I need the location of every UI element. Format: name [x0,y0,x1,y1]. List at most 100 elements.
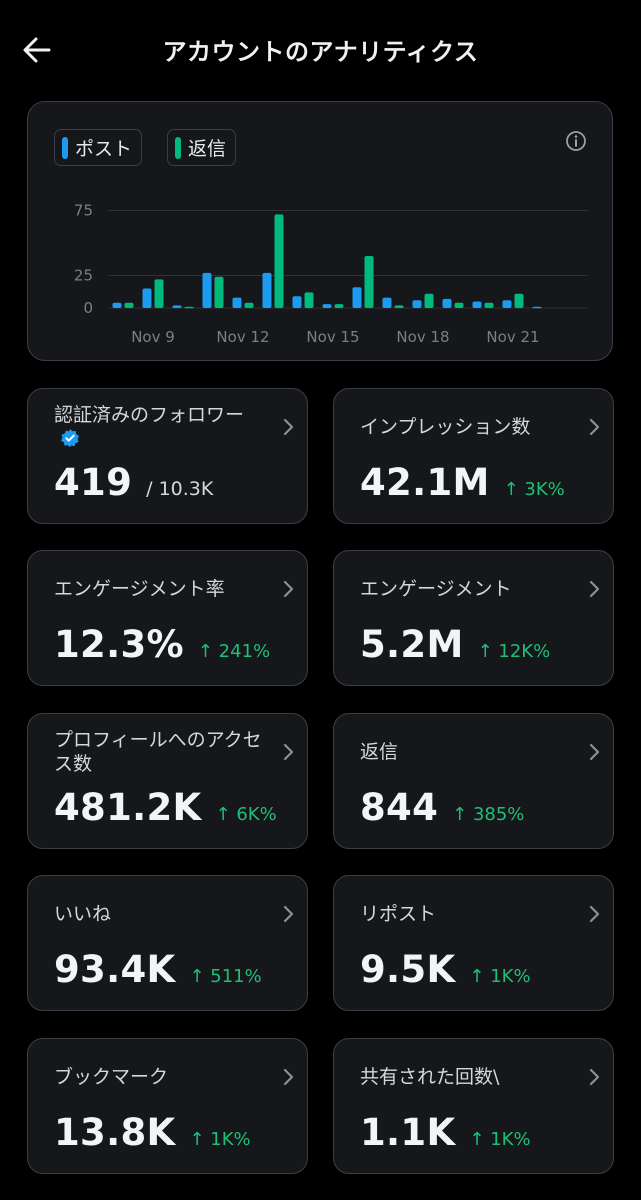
chevron-right-icon [283,743,294,761]
metric-value: 12.3% [54,623,184,666]
bar-posts[interactable] [142,288,152,309]
bar-posts[interactable] [292,296,302,308]
replies-swatch [175,136,181,159]
bar-posts[interactable] [262,272,272,308]
back-button[interactable] [18,30,58,70]
metric-label-text: 返信 [360,741,399,763]
metric-label-text: エンゲージメント [360,578,512,600]
bar-posts[interactable] [382,297,392,308]
metric-label: 認証済みのフォロワー [54,403,264,451]
bar-posts[interactable] [352,287,362,308]
metric-card[interactable]: リポスト 9.5K ↑ 1K% [333,875,614,1011]
page-title: アカウントのアナリティクス [162,38,479,66]
metric-label-text: インプレッション数 [360,416,531,438]
activity-chart-card: ポスト 返信 0 25 75 Nov 9 Nov 12 Nov 15 Nov 18 Nov 2… [27,101,613,361]
metric-value-row: 12.3% ↑ 241% [54,623,270,666]
bar-posts[interactable] [202,272,212,308]
metric-value-row: 93.4K ↑ 511% [54,948,262,991]
metric-value-row: 42.1M ↑ 3K% [360,461,565,504]
metric-delta: ↑ 1K% [189,1129,251,1150]
bar-replies[interactable] [304,292,314,308]
bar-posts[interactable] [322,304,332,308]
chevron-right-icon [283,1068,294,1086]
chevron-right-icon [589,743,600,761]
bar-replies[interactable] [394,305,404,308]
metric-value-row: 844 ↑ 385% [360,786,524,829]
chevron-right-icon [589,1068,600,1086]
metric-label: インプレッション数 [360,415,570,439]
bar-replies[interactable] [154,279,164,308]
metric-label: 返信 [360,740,570,764]
metric-value-row: 5.2M ↑ 12K% [360,623,550,666]
metric-label: プロフィールへのアクセス数 [54,728,264,776]
metric-delta: ↑ 12K% [477,641,551,662]
metric-value: 419 [54,461,133,504]
bar-replies[interactable] [364,256,374,308]
posts-swatch [62,136,68,159]
metric-value: 481.2K [54,786,202,829]
metric-value-row: 1.1K ↑ 1K% [360,1111,531,1154]
info-icon[interactable] [565,130,587,152]
metric-value-row: 419 / 10.3K [54,461,213,504]
y-tick-label: 25 [74,267,93,285]
metric-label: リポスト [360,902,570,926]
bar-replies[interactable] [184,306,194,309]
metric-value: 5.2M [360,623,464,666]
bar-replies[interactable] [334,304,344,308]
bar-posts[interactable] [172,305,182,308]
bar-posts[interactable] [502,300,512,308]
bar-chart: 0 25 75 Nov 9 Nov 12 Nov 15 Nov 18 Nov 21 [74,202,588,346]
metric-card[interactable]: いいね 93.4K ↑ 511% [27,875,308,1011]
metric-label-text: ブックマーク [54,1066,169,1088]
metric-card[interactable]: インプレッション数 42.1M ↑ 3K% [333,388,614,524]
metric-card[interactable]: エンゲージメント 5.2M ↑ 12K% [333,550,614,686]
metric-card[interactable]: 返信 844 ↑ 385% [333,713,614,849]
bar-posts[interactable] [472,301,482,309]
metric-delta: ↑ 6K% [215,804,277,825]
metric-value: 9.5K [360,948,456,991]
metric-value: 844 [360,786,439,829]
chevron-right-icon [589,418,600,436]
metric-value: 42.1M [360,461,490,504]
bar-replies[interactable] [244,302,254,308]
metric-label: ブックマーク [54,1065,264,1089]
chevron-right-icon [283,580,294,598]
chevron-right-icon [283,905,294,923]
metric-card[interactable]: 共有された回数\ 1.1K ↑ 1K% [333,1038,614,1174]
metric-value: 13.8K [54,1111,176,1154]
back-arrow-icon [23,37,51,63]
metric-value: 1.1K [360,1111,456,1154]
bar-posts[interactable] [442,298,452,308]
x-tick-label: Nov 18 [396,328,449,346]
metric-value-row: 13.8K ↑ 1K% [54,1111,251,1154]
metric-card[interactable]: プロフィールへのアクセス数 481.2K ↑ 6K% [27,713,308,849]
metric-delta: ↑ 511% [189,966,262,987]
top-bar: アカウントのアナリティクス [0,0,641,100]
y-tick-label: 0 [83,299,93,317]
bar-replies[interactable] [424,293,434,308]
x-tick-label: Nov 9 [131,328,175,346]
metric-card[interactable]: エンゲージメント率 12.3% ↑ 241% [27,550,308,686]
legend-replies[interactable]: 返信 [167,129,237,166]
bar-posts[interactable] [412,300,422,308]
verified-badge-icon [61,429,79,447]
bar-replies[interactable] [124,302,134,308]
bar-posts[interactable] [532,306,542,309]
metric-card[interactable]: 認証済みのフォロワー 419 / 10.3K [27,388,308,524]
legend-posts[interactable]: ポスト [54,129,143,166]
metric-delta: ↑ 1K% [469,966,531,987]
bar-replies[interactable] [214,276,224,308]
metric-delta: ↑ 241% [197,641,271,662]
metric-label: 共有された回数\ [360,1065,570,1089]
bar-posts[interactable] [112,302,122,308]
bar-replies[interactable] [274,214,284,308]
metric-card[interactable]: ブックマーク 13.8K ↑ 1K% [27,1038,308,1174]
x-tick-label: Nov 15 [306,328,359,346]
bar-replies[interactable] [514,293,524,308]
bar-posts[interactable] [232,297,242,308]
metric-label-text: エンゲージメント率 [54,578,225,600]
chevron-right-icon [589,580,600,598]
bar-replies[interactable] [454,302,464,308]
bar-replies[interactable] [484,302,494,308]
metric-label-text: リポスト [360,903,437,925]
